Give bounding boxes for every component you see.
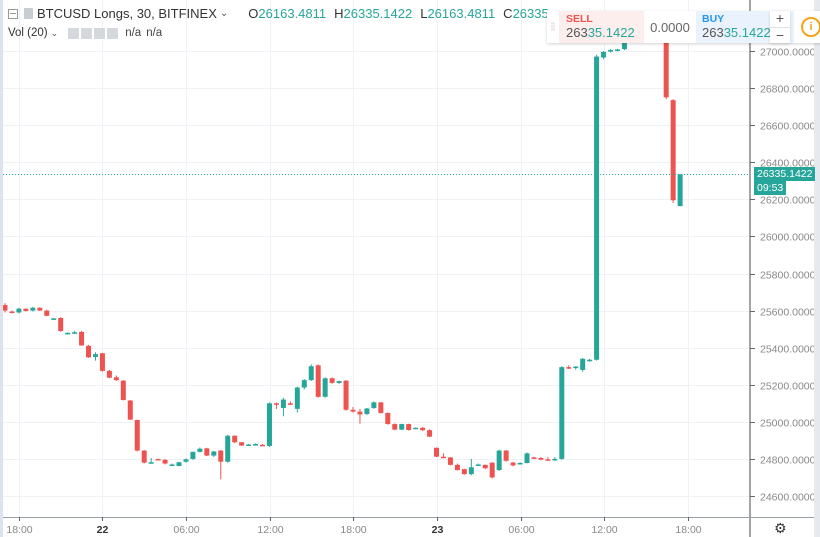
eye-icon[interactable] — [68, 27, 80, 39]
right-border — [814, 0, 820, 537]
svg-text:23: 23 — [432, 524, 444, 536]
svg-text:26800.0000: 26800.0000 — [760, 84, 816, 96]
chevron-down-icon[interactable]: ⌄ — [219, 8, 229, 19]
chevron-down-icon[interactable]: ⌄ — [50, 27, 59, 38]
info-button[interactable]: i — [794, 11, 820, 43]
volume-legend: Vol (20) ⌄ n/a n/a — [8, 27, 162, 39]
volume-ma-value: n/a — [146, 27, 163, 39]
zoom-in-button[interactable]: + — [775, 10, 785, 26]
svg-text:26000.0000: 26000.0000 — [760, 232, 816, 244]
svg-text:06:00: 06:00 — [173, 524, 199, 536]
candles — [2, 25, 683, 480]
svg-text:25000.0000: 25000.0000 — [760, 418, 816, 430]
info-icon: i — [801, 17, 820, 37]
high-value: 26335.1422 — [343, 6, 413, 21]
svg-text:18:00: 18:00 — [6, 524, 32, 536]
symbol-title[interactable]: BTCUSD Longs, 30, BITFINEX — [37, 6, 217, 21]
series-legend: BTCUSD Longs, 30, BITFINEX ⌄ O 26163.4811… — [8, 6, 557, 21]
svg-text:25400.0000: 25400.0000 — [760, 344, 816, 356]
svg-text:26600.0000: 26600.0000 — [760, 121, 816, 133]
svg-text:25600.0000: 25600.0000 — [760, 307, 816, 319]
svg-text:24800.0000: 24800.0000 — [760, 455, 816, 467]
chart-grid — [3, 0, 750, 517]
time-axis[interactable]: 18:00 22 06:00 12:00 18:00 23 06:00 12:00 18:00 — [6, 517, 702, 536]
chart-settings-icon[interactable]: ⚙ — [774, 520, 787, 536]
zoom-controls: + − — [770, 11, 790, 43]
svg-text:26200.0000: 26200.0000 — [760, 195, 816, 207]
settings-icon[interactable] — [81, 27, 93, 39]
svg-text:12:00: 12:00 — [591, 524, 617, 536]
price-axis[interactable]: 27000.000026800.000026600.000026400.0000… — [750, 47, 816, 504]
svg-text:06:00: 06:00 — [508, 524, 534, 536]
collapse-icon[interactable] — [8, 8, 18, 19]
svg-text:27000.0000: 27000.0000 — [760, 47, 816, 59]
sell-button[interactable]: SELL 26335.1422 — [559, 11, 644, 43]
close-value: 26335 — [512, 6, 549, 21]
spread-value: 0.0000 — [644, 11, 696, 43]
zoom-out-button[interactable]: − — [770, 27, 790, 44]
svg-text:12:00: 12:00 — [257, 524, 283, 536]
volume-value: n/a — [125, 27, 142, 39]
plus-icon[interactable] — [94, 27, 106, 39]
left-border — [0, 0, 3, 537]
bar-countdown: 09:53 — [754, 180, 787, 195]
flag-icon[interactable] — [24, 8, 33, 19]
drag-handle-icon[interactable] — [547, 11, 559, 43]
close-icon[interactable] — [107, 27, 119, 39]
svg-text:25800.0000: 25800.0000 — [760, 270, 816, 282]
svg-text:18:00: 18:00 — [675, 524, 701, 536]
svg-text:24600.0000: 24600.0000 — [760, 492, 816, 504]
svg-text:22: 22 — [97, 524, 109, 536]
low-value: 26163.4811 — [427, 6, 496, 21]
svg-text:25200.0000: 25200.0000 — [760, 381, 816, 393]
open-value: 26163.4811 — [258, 6, 327, 21]
last-price-label: 26335.1422 — [754, 166, 816, 181]
svg-text:18:00: 18:00 — [340, 524, 366, 536]
volume-label[interactable]: Vol (20) — [8, 27, 48, 39]
